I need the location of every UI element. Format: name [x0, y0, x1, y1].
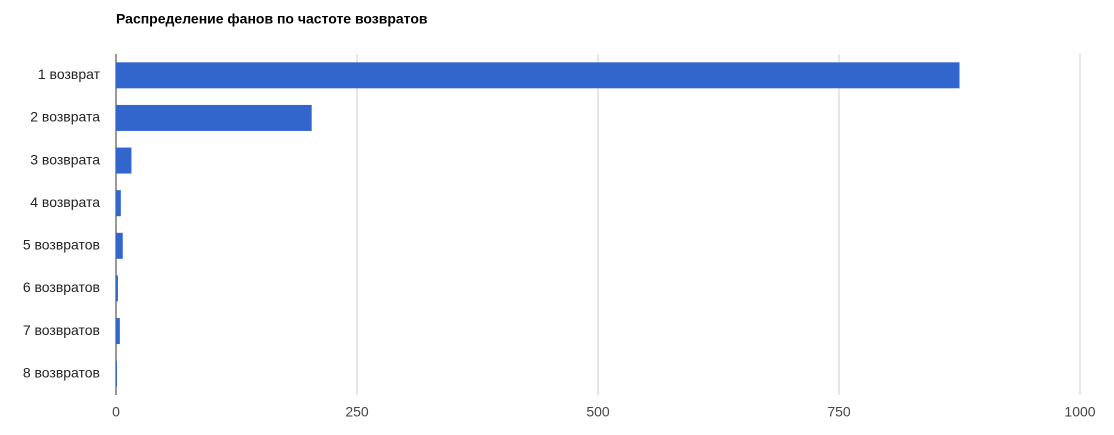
y-tick-label: 8 возвратов	[23, 364, 100, 380]
bar	[116, 104, 312, 131]
y-tick-label: 3 возврата	[30, 151, 100, 167]
y-tick-label: 5 возвратов	[23, 237, 100, 253]
bar	[116, 190, 121, 217]
x-tick-label: 1000	[1064, 404, 1095, 420]
y-tick-label: 1 возврат	[38, 66, 101, 82]
x-tick-label: 0	[112, 404, 120, 420]
y-tick-label: 6 возвратов	[23, 279, 100, 295]
bar	[116, 147, 132, 174]
chart-title: Распределение фанов по частоте возвратов	[116, 11, 428, 27]
bar	[116, 360, 117, 387]
bar	[116, 62, 960, 89]
x-tick-label: 500	[586, 404, 610, 420]
x-tick-label: 750	[827, 404, 851, 420]
bar	[116, 275, 118, 302]
bar	[116, 318, 120, 345]
bar	[116, 232, 123, 259]
y-tick-label: 7 возвратов	[23, 322, 100, 338]
x-tick-label: 250	[345, 404, 369, 420]
y-tick-label: 2 возврата	[30, 109, 100, 125]
y-tick-label: 4 возврата	[30, 194, 100, 210]
